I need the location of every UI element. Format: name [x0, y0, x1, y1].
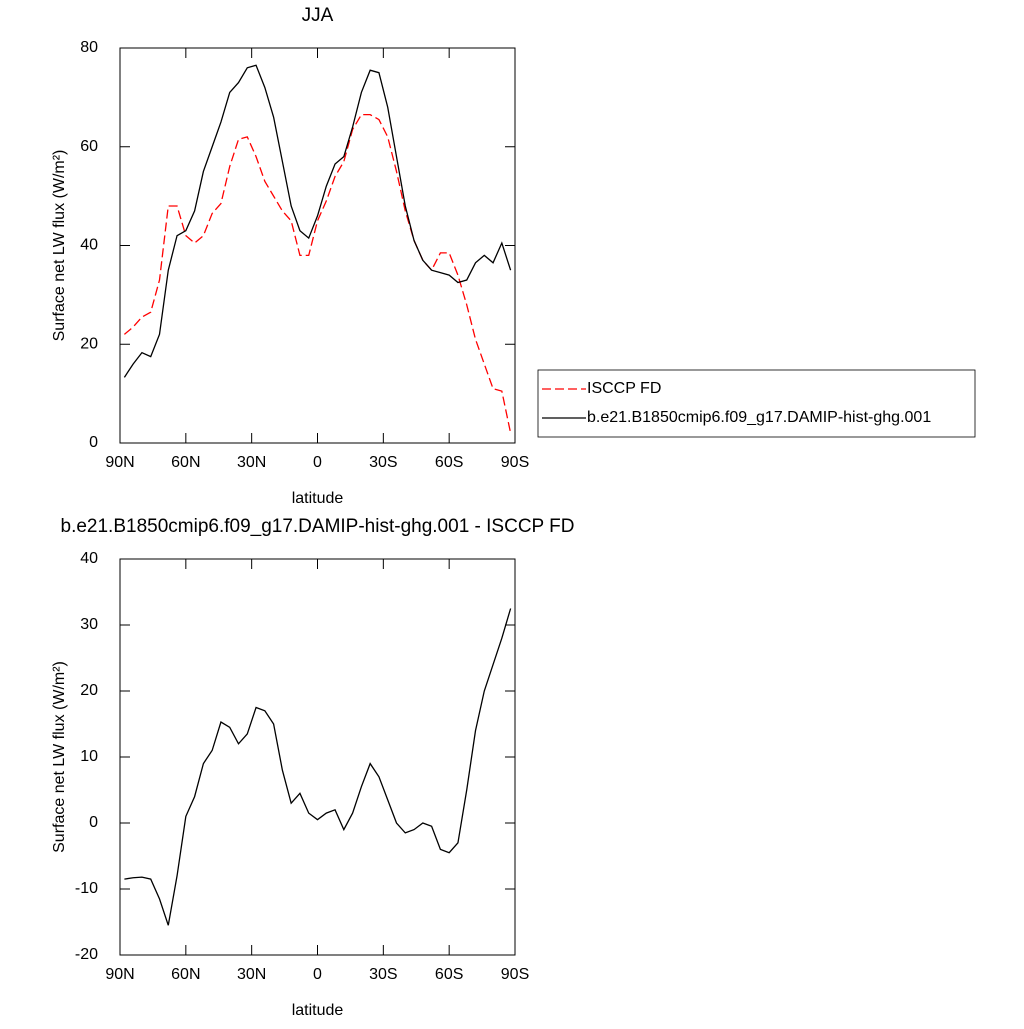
x-tick-label: 90S: [501, 454, 529, 471]
x-tick-label: 30S: [369, 966, 397, 983]
y-tick-label: 20: [80, 682, 98, 699]
x-tick-label: 30S: [369, 454, 397, 471]
x-axis-label: latitude: [292, 1002, 344, 1019]
y-tick-label: 0: [89, 814, 98, 831]
chart-title: b.e21.B1850cmip6.f09_g17.DAMIP-hist-ghg.…: [61, 516, 575, 537]
y-tick-label: 30: [80, 616, 98, 633]
x-tick-label: 90N: [105, 966, 134, 983]
chart-title: JJA: [302, 5, 334, 26]
x-tick-label: 90S: [501, 966, 529, 983]
y-tick-label: 40: [80, 550, 98, 567]
legend-box: [537, 369, 976, 438]
y-tick-label: 80: [80, 39, 98, 56]
data-line: [124, 608, 512, 926]
y-tick-label: 60: [80, 138, 98, 155]
legend-label: b.e21.B1850cmip6.f09_g17.DAMIP-hist-ghg.…: [587, 409, 931, 426]
y-tick-label: -20: [75, 946, 98, 963]
x-axis-label: latitude: [292, 490, 344, 507]
x-tick-label: 60S: [435, 966, 463, 983]
x-tick-label: 0: [313, 454, 322, 471]
data-line: [123, 114, 512, 434]
y-tick-label: 10: [80, 748, 98, 765]
y-axis-label: Surface net LW flux (W/m²): [51, 150, 68, 342]
y-tick-label: -10: [75, 880, 98, 897]
y-tick-label: 0: [89, 434, 98, 451]
y-axis-label: Surface net LW flux (W/m²): [51, 661, 68, 853]
x-tick-label: 0: [313, 966, 322, 983]
x-tick-label: 30N: [237, 966, 266, 983]
x-tick-label: 60N: [171, 966, 200, 983]
data-line: [123, 64, 512, 378]
x-tick-label: 60S: [435, 454, 463, 471]
y-tick-label: 20: [80, 335, 98, 352]
legend-label: ISCCP FD: [587, 380, 661, 397]
x-tick-label: 30N: [237, 454, 266, 471]
x-tick-label: 60N: [171, 454, 200, 471]
y-tick-label: 40: [80, 237, 98, 254]
x-tick-label: 90N: [105, 454, 134, 471]
